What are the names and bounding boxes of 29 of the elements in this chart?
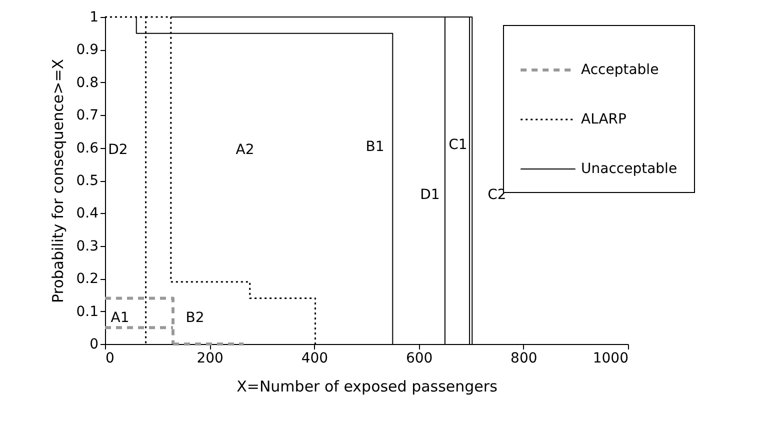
annotation: D1 — [420, 187, 440, 203]
x-tick-label: 600 — [406, 350, 433, 366]
annotation: A2 — [236, 142, 254, 158]
y-tick-label: 0.2 — [76, 271, 98, 288]
y-tick-label: 0.8 — [76, 74, 98, 91]
annotation: B2 — [186, 310, 204, 326]
x-tick-label: 0 — [106, 350, 114, 366]
annotation: A1 — [110, 310, 130, 326]
y-tick-label: 0.9 — [76, 42, 98, 58]
y-tick-label: 0.6 — [76, 140, 99, 156]
x-tick-label: 1000 — [592, 350, 628, 366]
y-tick-label: 0.3 — [76, 238, 98, 254]
y-tick-label: 0 — [90, 336, 98, 352]
annotation: D2 — [108, 142, 128, 158]
y-tick-label: 0.4 — [76, 206, 99, 222]
x-axis-title: X=Number of exposed passengers — [236, 378, 498, 396]
y-tick-label: 1 — [90, 10, 98, 26]
annotation: C1 — [448, 137, 468, 153]
legend-label: Acceptable — [581, 62, 659, 78]
y-tick-label: 0.5 — [76, 173, 98, 189]
legend-label: ALARP — [581, 112, 626, 128]
y-tick-label: 0.1 — [76, 304, 98, 320]
legend-label: Unacceptable — [581, 161, 678, 177]
y-axis-title: Probability for consequence>=X — [49, 58, 68, 304]
y-tick-label: 0.7 — [76, 108, 98, 124]
annotation: B1 — [366, 139, 384, 155]
x-tick-label: 800 — [510, 350, 538, 366]
x-tick-label: 400 — [301, 350, 328, 366]
x-tick-label: 200 — [196, 350, 224, 366]
